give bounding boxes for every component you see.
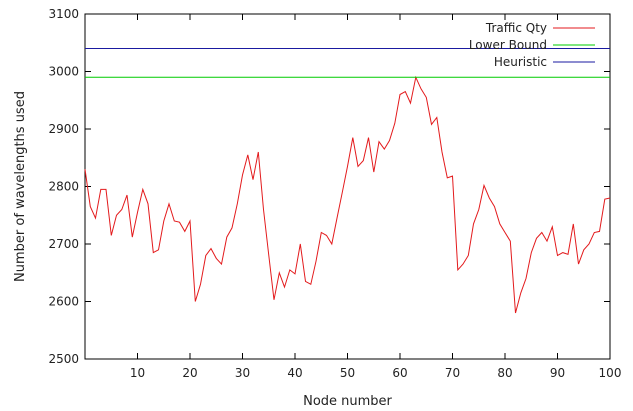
legend-label: Traffic Qty: [485, 21, 547, 35]
y-tick-label: 3000: [48, 65, 79, 79]
x-tick-label: 50: [340, 366, 355, 380]
y-tick-label: 2700: [48, 237, 79, 251]
y-tick-label: 2900: [48, 122, 79, 136]
x-tick-label: 90: [550, 366, 565, 380]
y-axis-ticks: 2500 2600 2700 2800 2900 3000 3100: [48, 7, 610, 366]
x-tick-label: 20: [182, 366, 197, 380]
legend-label: Heuristic: [494, 55, 547, 69]
x-tick-label: 30: [235, 366, 250, 380]
x-tick-label: 100: [599, 366, 622, 380]
x-tick-label: 60: [392, 366, 407, 380]
y-axis-label: Number of wavelengths used: [13, 91, 28, 282]
x-tick-label: 70: [445, 366, 460, 380]
legend: Traffic Qty Lower Bound Heuristic: [469, 21, 595, 69]
y-tick-label: 2600: [48, 295, 79, 309]
series-line-traffic-qty: [84, 75, 611, 314]
series-layer: [84, 48, 611, 314]
x-tick-label: 40: [287, 366, 302, 380]
x-axis-label: Node number: [303, 394, 392, 409]
y-tick-label: 2500: [48, 352, 79, 366]
plot-area: [84, 13, 611, 360]
x-tick-label: 10: [130, 366, 145, 380]
y-tick-label: 3100: [48, 7, 79, 21]
x-tick-label: 80: [497, 366, 512, 380]
legend-label: Lower Bound: [469, 38, 547, 52]
y-tick-label: 2800: [48, 180, 79, 194]
x-axis-ticks: 10 20 30 40 50 60 70 80 90 100: [130, 14, 622, 380]
